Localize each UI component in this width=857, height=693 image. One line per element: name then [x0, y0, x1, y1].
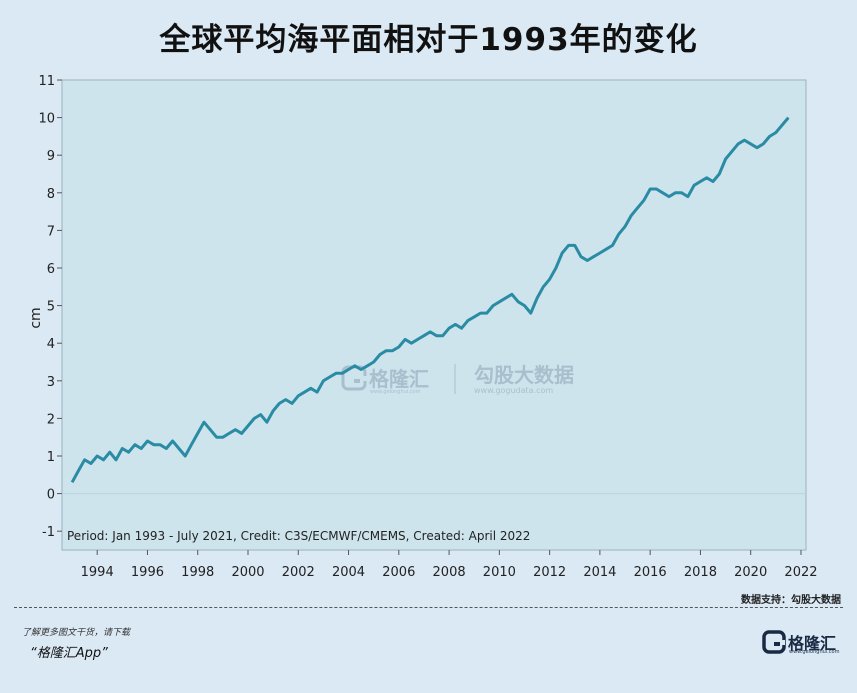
x-tick-label: 2012 [533, 565, 566, 580]
x-axis: 1994 1996 1998 2000 2002 2004 2006 2008 2010 2012… [81, 550, 818, 580]
y-tick-label: 2 [47, 412, 55, 427]
watermark: 格隆汇 www.gelonghui.com 勾股大数据 www.gogudata… [341, 363, 574, 395]
y-axis: -1 0 1 2 3 4 5 6 7 8 9 10 11 [38, 74, 62, 540]
x-tick-label: 2020 [734, 565, 767, 580]
page-title: 全球平均海平面相对于1993年的变化 [159, 22, 698, 58]
x-tick-label: 2002 [282, 565, 315, 580]
logo-url: www.gelonghui.com [789, 649, 840, 655]
y-tick-label: 11 [38, 74, 55, 89]
x-tick-label: 2008 [433, 565, 466, 580]
watermark-right-url: www.gogudata.com [474, 386, 553, 395]
logo-text: 格隆汇 [788, 634, 837, 653]
y-tick-label: 3 [47, 375, 55, 390]
x-tick-label: 2016 [634, 565, 667, 580]
y-tick-label: 5 [47, 300, 55, 315]
divider [14, 607, 843, 608]
x-tick-label: 2022 [784, 565, 817, 580]
watermark-left-url: www.gelonghui.com [370, 389, 421, 395]
x-tick-label: 1998 [181, 565, 214, 580]
source-label: 数据支持：勾股大数据 [741, 595, 841, 606]
brand-logo: 格隆汇 www.gelonghui.com [762, 628, 844, 658]
x-tick-label: 1994 [81, 565, 114, 580]
y-tick-label: 0 [47, 488, 55, 503]
y-tick-label: 7 [47, 224, 55, 239]
series-line [70, 116, 790, 484]
y-tick-label: -1 [42, 525, 55, 540]
x-tick-label: 2014 [583, 565, 616, 580]
x-tick-label: 2000 [231, 565, 264, 580]
y-tick-label: 10 [38, 112, 55, 127]
y-tick-label: 4 [47, 337, 55, 352]
app-name: “格隆汇App” [30, 646, 108, 661]
plot-area [61, 79, 807, 551]
y-tick-label: 1 [47, 450, 55, 465]
chart-annotation: Period: Jan 1993 - July 2021, Credit: C3… [67, 529, 530, 543]
x-tick-label: 2006 [382, 565, 415, 580]
y-tick-label: 9 [47, 149, 55, 164]
chart: 格隆汇 www.gelonghui.com 勾股大数据 www.gogudata… [28, 74, 818, 580]
y-tick-label: 6 [47, 262, 55, 277]
watermark-left-text: 格隆汇 [369, 367, 429, 391]
logo-icon [762, 630, 786, 654]
x-tick-label: 2018 [684, 565, 717, 580]
x-tick-label: 1996 [131, 565, 164, 580]
x-tick-label: 2010 [483, 565, 516, 580]
promo-text: 了解更多图文干货，请下载 [22, 628, 131, 638]
watermark-right-text: 勾股大数据 [474, 363, 574, 387]
y-tick-label: 8 [47, 187, 55, 202]
x-tick-label: 2004 [332, 565, 365, 580]
y-axis-label: cm [28, 307, 44, 328]
